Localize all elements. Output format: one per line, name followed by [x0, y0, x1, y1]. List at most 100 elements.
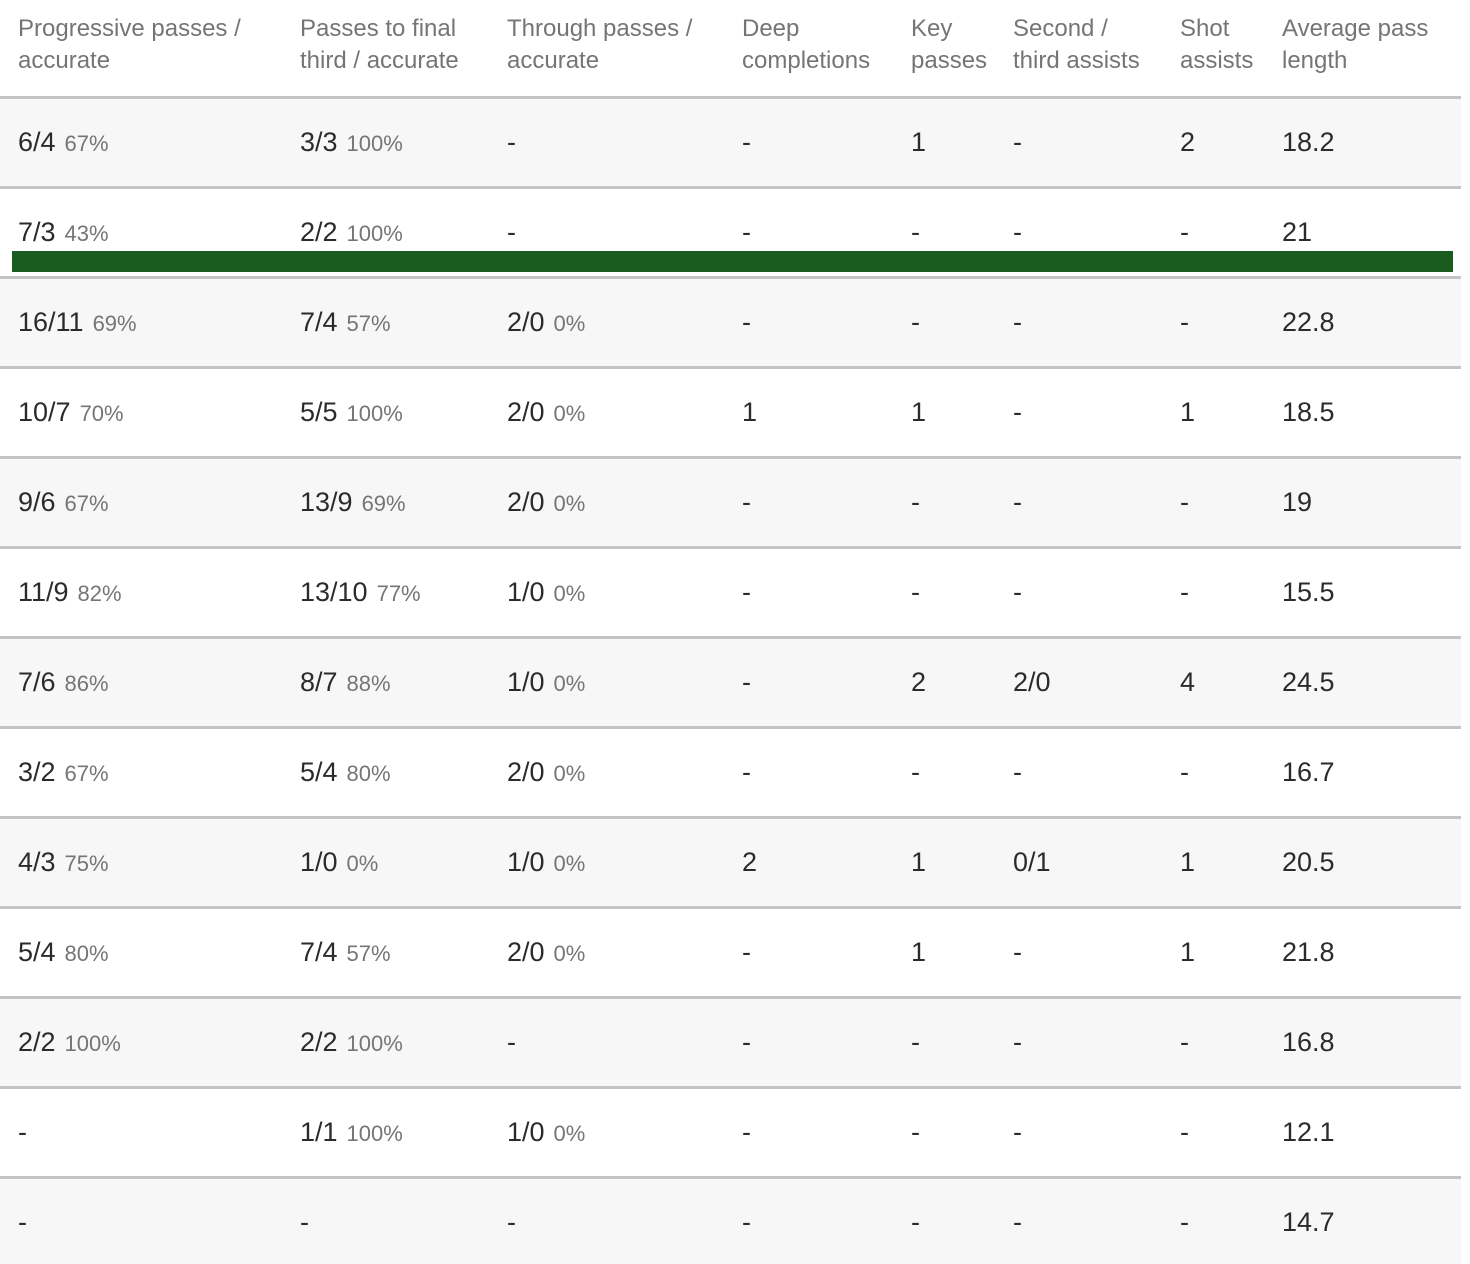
- column-header-label: Through passes /: [507, 15, 693, 42]
- stat-value: -: [1013, 127, 1022, 157]
- stat-value: -: [911, 307, 920, 337]
- cell-shot-assists: 1: [1180, 397, 1282, 428]
- stat-percentage: 100%: [346, 401, 403, 426]
- table-row[interactable]: 3/2 67% 5/4 80% 2/0 0% - - - - 16.7: [0, 726, 1461, 816]
- cell-shot-assists: 2: [1180, 127, 1282, 158]
- stat-percentage: 0%: [553, 491, 586, 516]
- cell-deep-completions: -: [742, 1207, 911, 1238]
- cell-passes-final-third: 2/2 100%: [300, 217, 507, 248]
- stat-value: 2/0: [1013, 667, 1051, 697]
- stat-value: -: [300, 1207, 309, 1237]
- cell-average-pass-length: 21.8: [1282, 937, 1461, 968]
- stat-percentage: 82%: [77, 581, 122, 606]
- cell-shot-assists: 1: [1180, 847, 1282, 878]
- stat-percentage: 0%: [553, 1121, 586, 1146]
- cell-average-pass-length: 15.5: [1282, 577, 1461, 608]
- stat-value: -: [1013, 307, 1022, 337]
- stat-value: -: [911, 577, 920, 607]
- cell-average-pass-length: 12.1: [1282, 1117, 1461, 1148]
- column-header-deep-completions: Deep completions: [742, 13, 911, 96]
- table-row[interactable]: - 1/1 100% 1/0 0% - - - - 12.1: [0, 1086, 1461, 1176]
- table-row[interactable]: 4/3 75% 1/0 0% 1/0 0% 2 1 0/1 1 20.5: [0, 816, 1461, 906]
- column-header-through-passes: Through passes / accurate: [507, 13, 742, 96]
- cell-key-passes: -: [911, 1117, 1013, 1148]
- cell-passes-final-third: 13/9 69%: [300, 487, 507, 518]
- column-header-label: length: [1282, 47, 1348, 74]
- stat-percentage: 0%: [553, 581, 586, 606]
- cell-second-third-assists: 2/0: [1013, 667, 1180, 698]
- stat-percentage: 0%: [346, 851, 379, 876]
- stat-value: -: [1013, 1117, 1022, 1147]
- cell-deep-completions: -: [742, 487, 911, 518]
- column-header-label: Second /: [1013, 15, 1108, 42]
- stat-percentage: 67%: [64, 761, 109, 786]
- column-header-label: completions: [742, 47, 871, 74]
- column-header-label: accurate: [507, 47, 600, 74]
- stat-value: 2/0: [507, 487, 545, 517]
- cell-second-third-assists: -: [1013, 397, 1180, 428]
- stat-value: -: [1180, 307, 1189, 337]
- cell-through-passes: -: [507, 217, 742, 248]
- stat-value: -: [1013, 757, 1022, 787]
- stat-value: 3/2: [18, 757, 56, 787]
- stat-value: 2: [1180, 127, 1196, 157]
- stat-value: 22.8: [1282, 307, 1335, 337]
- column-header-label: Key: [911, 15, 953, 42]
- cell-deep-completions: 1: [742, 397, 911, 428]
- stat-percentage: 100%: [346, 221, 403, 246]
- table-row[interactable]: 2/2 100% 2/2 100% - - - - - 16.8: [0, 996, 1461, 1086]
- stat-value: -: [742, 937, 751, 967]
- cell-deep-completions: -: [742, 1117, 911, 1148]
- cell-passes-final-third: 8/7 88%: [300, 667, 507, 698]
- table-row[interactable]: 9/6 67% 13/9 69% 2/0 0% - - - - 19: [0, 456, 1461, 546]
- cell-progressive-passes: 5/4 80%: [0, 937, 300, 968]
- stat-value: 13/10: [300, 577, 368, 607]
- table-row[interactable]: 7/6 86% 8/7 88% 1/0 0% - 2 2/0 4 24.5: [0, 636, 1461, 726]
- stat-value: -: [742, 577, 751, 607]
- cell-progressive-passes: 16/11 69%: [0, 307, 300, 338]
- cell-average-pass-length: 20.5: [1282, 847, 1461, 878]
- column-header-label: assists: [1180, 47, 1254, 74]
- stat-value: 5/4: [300, 757, 338, 787]
- table-row[interactable]: 16/11 69% 7/4 57% 2/0 0% - - - - 22.8: [0, 276, 1461, 366]
- cell-second-third-assists: 0/1: [1013, 847, 1180, 878]
- stat-value: -: [507, 217, 516, 247]
- stat-value: 21.8: [1282, 937, 1335, 967]
- table-row[interactable]: 7/3 43% 2/2 100% - - - - - 21: [0, 186, 1461, 276]
- table-row[interactable]: 11/9 82% 13/10 77% 1/0 0% - - - - 15.5: [0, 546, 1461, 636]
- cell-passes-final-third: 5/4 80%: [300, 757, 507, 788]
- stat-percentage: 0%: [553, 671, 586, 696]
- stat-value: 1/0: [507, 667, 545, 697]
- cell-key-passes: -: [911, 577, 1013, 608]
- cell-key-passes: 1: [911, 127, 1013, 158]
- stat-value: 10/7: [18, 397, 71, 427]
- column-header-average-pass-length: Average pass length: [1282, 13, 1461, 96]
- cell-passes-final-third: -: [300, 1207, 507, 1238]
- stat-percentage: 57%: [346, 311, 391, 336]
- table-row[interactable]: 5/4 80% 7/4 57% 2/0 0% - 1 - 1 21.8: [0, 906, 1461, 996]
- stat-value: 2/0: [507, 307, 545, 337]
- stat-value: 2: [742, 847, 758, 877]
- cell-passes-final-third: 2/2 100%: [300, 1027, 507, 1058]
- cell-average-pass-length: 19: [1282, 487, 1461, 518]
- stat-value: 18.2: [1282, 127, 1335, 157]
- stat-value: -: [1013, 217, 1022, 247]
- table-row[interactable]: 10/7 70% 5/5 100% 2/0 0% 1 1 - 1 18.5: [0, 366, 1461, 456]
- cell-through-passes: 1/0 0%: [507, 847, 742, 878]
- stat-percentage: 57%: [346, 941, 391, 966]
- stat-value: 1: [911, 847, 927, 877]
- stat-value: 13/9: [300, 487, 353, 517]
- stat-value: 16.8: [1282, 1027, 1335, 1057]
- stat-value: 20.5: [1282, 847, 1335, 877]
- cell-through-passes: -: [507, 127, 742, 158]
- stat-value: -: [911, 487, 920, 517]
- stat-percentage: 77%: [376, 581, 421, 606]
- stat-value: -: [1013, 1027, 1022, 1057]
- stat-value: -: [1013, 937, 1022, 967]
- column-header-label: Passes to final: [300, 15, 457, 42]
- cell-average-pass-length: 16.8: [1282, 1027, 1461, 1058]
- table-row[interactable]: 6/4 67% 3/3 100% - - 1 - 2 18.2: [0, 96, 1461, 186]
- cell-second-third-assists: -: [1013, 757, 1180, 788]
- table-row[interactable]: - - - - - - - 14.7: [0, 1176, 1461, 1264]
- column-header-progressive-passes: Progressive passes / accurate: [0, 13, 300, 96]
